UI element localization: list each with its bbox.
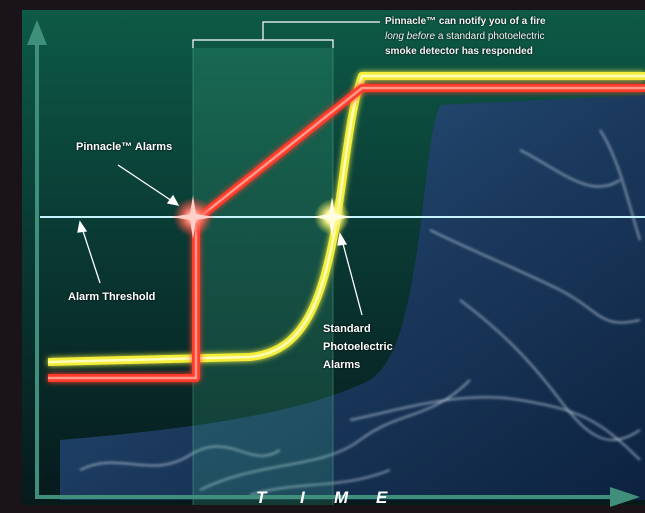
standard-photoelectric-label: Standard Photoelectric Alarms [323,320,393,374]
x-axis [35,487,640,507]
x-axis-arrow-icon [610,487,640,507]
pointer-lines [77,164,363,316]
y-axis [27,20,47,498]
callout-emphasis: long before [385,31,436,42]
callout-line-3: smoke detector has responded [385,46,533,57]
smoke-wisps [79,129,641,496]
callout-bracket [192,21,380,48]
time-letter-e: E [376,488,388,507]
y-axis-arrow-icon [27,20,47,45]
early-warning-window [193,48,333,505]
callout-line-2-rest: a standard photoelectric [435,31,545,42]
smoke-region [60,95,645,500]
pinnacle-alarm-flare-icon [171,195,215,239]
time-letter-i: I [300,488,305,507]
time-letter-t: T [256,488,267,507]
standard-label-line-2: Photoelectric [323,341,393,353]
alarm-threshold-label: Alarm Threshold [68,291,156,303]
pinnacle-alarms-label: Pinnacle™ Alarms [76,141,173,153]
standard-label-line-1: Standard [323,323,371,335]
callout-line-2: long before a standard photoelectric [385,29,546,44]
callout-text: Pinnacle™ can notify you of a fire long … [385,14,546,59]
standard-alarm-flare-icon [312,197,352,237]
time-letter-m: M [334,488,349,507]
callout-line-1: Pinnacle™ can notify you of a fire [385,16,546,27]
standard-label-line-3: Alarms [323,359,361,371]
